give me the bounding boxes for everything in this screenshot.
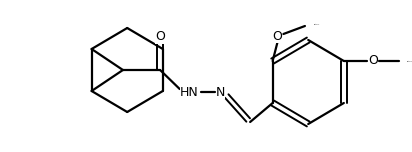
Text: methoxy: methoxy — [407, 60, 412, 62]
Text: O: O — [273, 29, 283, 43]
Text: O: O — [368, 55, 378, 67]
Text: HN: HN — [180, 85, 199, 98]
Text: methoxy: methoxy — [314, 23, 320, 25]
Text: N: N — [216, 85, 225, 98]
Text: O: O — [155, 31, 165, 43]
